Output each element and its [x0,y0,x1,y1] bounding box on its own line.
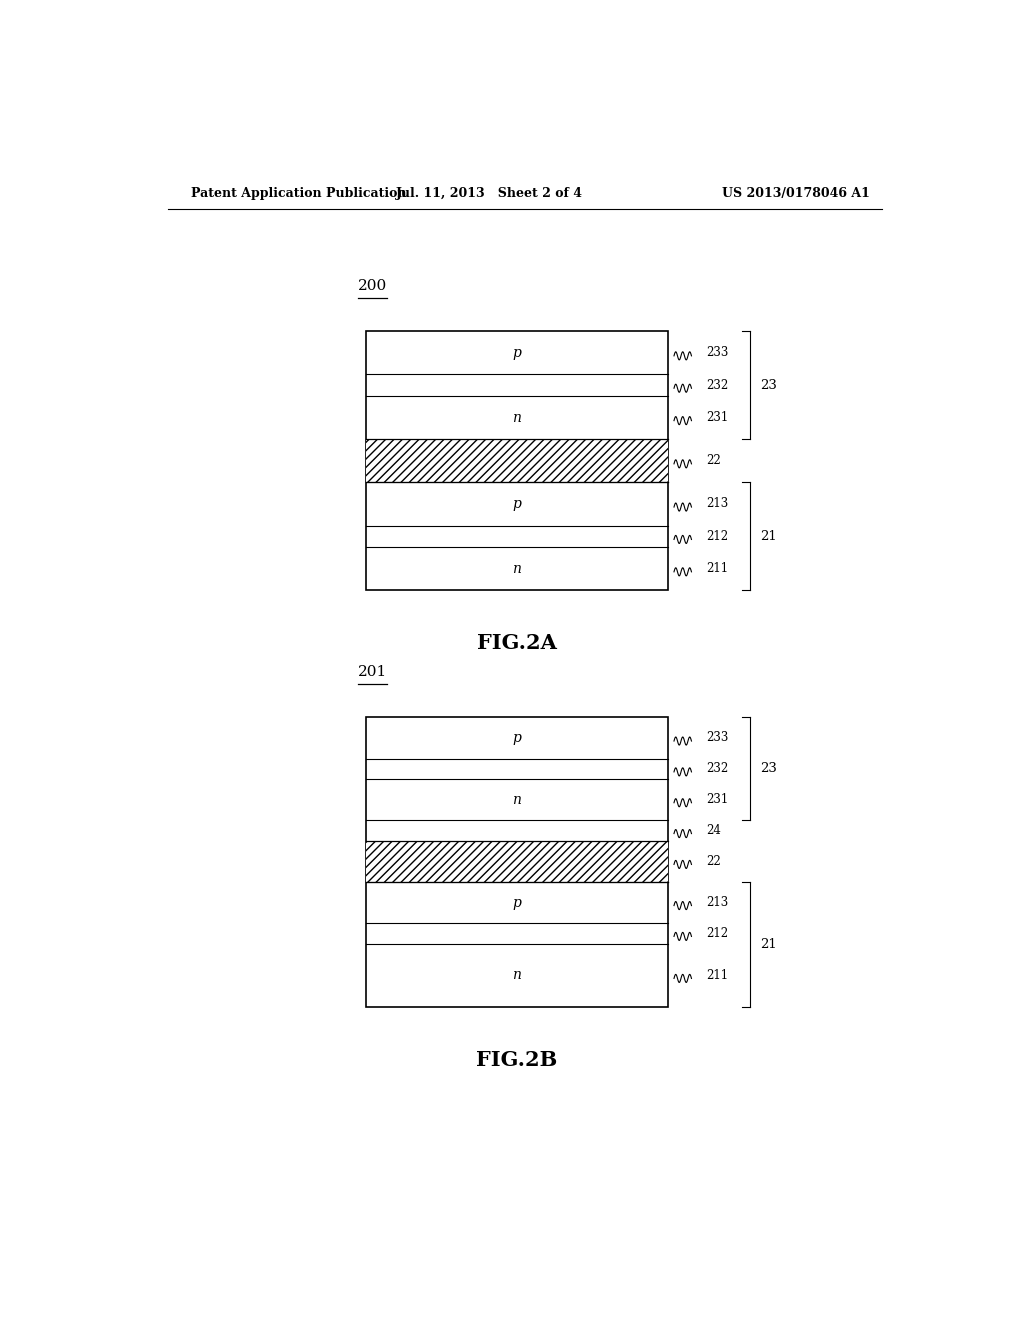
Text: 212: 212 [706,927,728,940]
Bar [367,841,668,882]
Text: 232: 232 [706,379,728,392]
Text: p: p [512,731,521,744]
Text: p: p [512,895,521,909]
Text: FIG.2B: FIG.2B [476,1049,557,1071]
Text: 23: 23 [760,763,776,775]
Text: 232: 232 [706,763,728,775]
Text: 231: 231 [706,793,728,807]
Bar [367,331,668,590]
Bar [367,718,668,1007]
Bar [367,440,668,482]
Text: 22: 22 [706,454,721,467]
Text: 201: 201 [358,665,387,678]
Text: 22: 22 [706,855,721,867]
Text: 231: 231 [706,411,728,424]
Text: n: n [512,411,521,425]
Text: 233: 233 [706,731,728,744]
Text: n: n [512,562,521,576]
Text: 23: 23 [760,379,776,392]
Text: 213: 213 [706,896,728,909]
Text: n: n [512,793,521,807]
Text: p: p [512,346,521,360]
Text: 200: 200 [358,279,387,293]
Text: 21: 21 [760,939,776,950]
Text: 211: 211 [706,969,728,982]
Text: n: n [512,969,521,982]
Text: Patent Application Publication: Patent Application Publication [191,187,407,201]
Text: US 2013/0178046 A1: US 2013/0178046 A1 [722,187,870,201]
Text: 24: 24 [706,824,721,837]
Text: FIG.2A: FIG.2A [477,634,557,653]
Text: 233: 233 [706,346,728,359]
Text: 21: 21 [760,529,776,543]
Text: Jul. 11, 2013   Sheet 2 of 4: Jul. 11, 2013 Sheet 2 of 4 [395,187,583,201]
Text: p: p [512,498,521,511]
Text: 212: 212 [706,529,728,543]
Text: 213: 213 [706,498,728,511]
Text: 211: 211 [706,562,728,576]
